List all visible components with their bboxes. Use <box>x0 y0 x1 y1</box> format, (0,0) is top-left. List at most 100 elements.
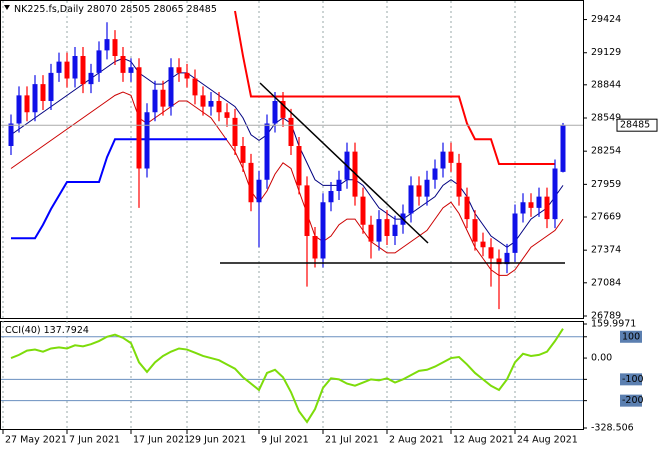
candle-body <box>408 185 414 214</box>
candle-body <box>280 101 286 118</box>
candle-body <box>208 101 214 107</box>
x-tick-label: 27 May 2021 <box>5 435 67 446</box>
level-tag <box>620 394 642 407</box>
y-tick-label: 28844 <box>591 79 621 90</box>
candle-body <box>80 56 86 85</box>
candle-body <box>104 39 110 51</box>
cci-title: CCI(40) <box>5 325 41 336</box>
candle-body <box>224 112 230 118</box>
candle-body <box>168 67 174 107</box>
x-tick-label: 24 Aug 2021 <box>517 435 578 446</box>
candle-body <box>232 117 238 146</box>
open-value: 28070 <box>87 4 117 15</box>
candle-body <box>376 219 382 242</box>
candle-body <box>440 151 446 169</box>
candle-body <box>416 185 422 197</box>
candle-body <box>296 146 302 186</box>
candle-body <box>288 117 294 146</box>
y-tick-label: 27374 <box>591 245 621 256</box>
candle-body <box>328 191 334 203</box>
x-tick-label: 12 Aug 2021 <box>453 435 514 446</box>
candle-body <box>560 125 566 172</box>
low-value: 28065 <box>153 4 183 15</box>
candle-body <box>72 56 78 79</box>
candle-body <box>32 84 38 113</box>
candle-body <box>544 196 550 220</box>
y-tick-label: 0.00 <box>591 353 612 364</box>
candle-body <box>392 224 398 236</box>
candle-body <box>16 95 22 124</box>
candle-body <box>88 72 94 85</box>
candle-body <box>64 61 70 79</box>
candle-body <box>8 123 14 146</box>
x-tick-label: 21 Jul 2021 <box>325 435 379 446</box>
candle-body <box>456 162 462 197</box>
candle-body <box>464 196 470 220</box>
candle-body <box>40 84 46 101</box>
candle-body <box>184 72 190 79</box>
close-value: 28485 <box>187 4 217 15</box>
cci-header: CCI(40) 137.7924 <box>5 325 89 336</box>
candle-body <box>520 202 526 214</box>
candle-body <box>192 78 198 96</box>
y-tick-label: 27084 <box>591 277 621 288</box>
symbol-icon <box>4 5 10 10</box>
y-tick-label: 26789 <box>591 310 621 321</box>
candle-body <box>136 67 142 169</box>
x-tick-label: 29 Jun 2021 <box>189 435 246 446</box>
y-tick-label: 100 <box>622 331 640 342</box>
candle-body <box>384 219 390 236</box>
overlay-line <box>10 91 564 276</box>
candle-body <box>432 168 438 180</box>
y-tick-label: 28549 <box>591 112 621 123</box>
candle-body <box>536 196 542 208</box>
y-tick-label: 27959 <box>591 179 621 190</box>
candle-body <box>144 112 150 169</box>
y-tick-label: -200 <box>622 395 644 406</box>
price-panel <box>0 0 584 319</box>
y-tick-label: 27669 <box>591 211 621 222</box>
candle-body <box>240 146 246 163</box>
candle-body <box>112 39 118 56</box>
candle-body <box>528 202 534 208</box>
level-tag <box>620 330 642 343</box>
candle-body <box>216 101 222 113</box>
candle-body <box>512 213 518 253</box>
candle-body <box>176 67 182 73</box>
price-tag-label: 28485 <box>620 120 650 131</box>
x-tick-label: 9 Jul 2021 <box>261 435 309 446</box>
chart-header: NK225.fs,Daily 28070 28505 28065 28485 <box>14 4 217 15</box>
y-tick-label: 29424 <box>591 14 621 25</box>
overlay-line <box>234 10 555 165</box>
overlay-line <box>10 57 564 248</box>
candle-body <box>248 162 254 203</box>
y-tick-label: 29129 <box>591 47 621 58</box>
candle-body <box>368 224 374 242</box>
cci-value: 137.7924 <box>44 325 89 336</box>
candle-body <box>264 123 270 180</box>
candle-body <box>24 95 30 113</box>
candle-body <box>480 241 486 248</box>
candle-body <box>424 179 430 197</box>
candle-body <box>488 247 494 259</box>
candle-body <box>152 89 158 113</box>
level-tag <box>620 373 642 386</box>
candle-body <box>552 168 558 220</box>
candle-body <box>504 252 510 265</box>
y-tick-label: 28254 <box>591 146 621 157</box>
candle-body <box>272 101 278 124</box>
price-tag <box>616 118 658 132</box>
candle-body <box>336 179 342 191</box>
cci-line <box>10 328 564 424</box>
x-tick-label: 7 Jun 2021 <box>69 435 120 446</box>
candle-body <box>320 202 326 259</box>
cci-panel <box>0 321 584 430</box>
candle-body <box>56 61 62 73</box>
high-value: 28505 <box>120 4 150 15</box>
candle-body <box>448 151 454 163</box>
candle-body <box>200 95 206 107</box>
y-tick-label: 159.9971 <box>591 319 636 330</box>
